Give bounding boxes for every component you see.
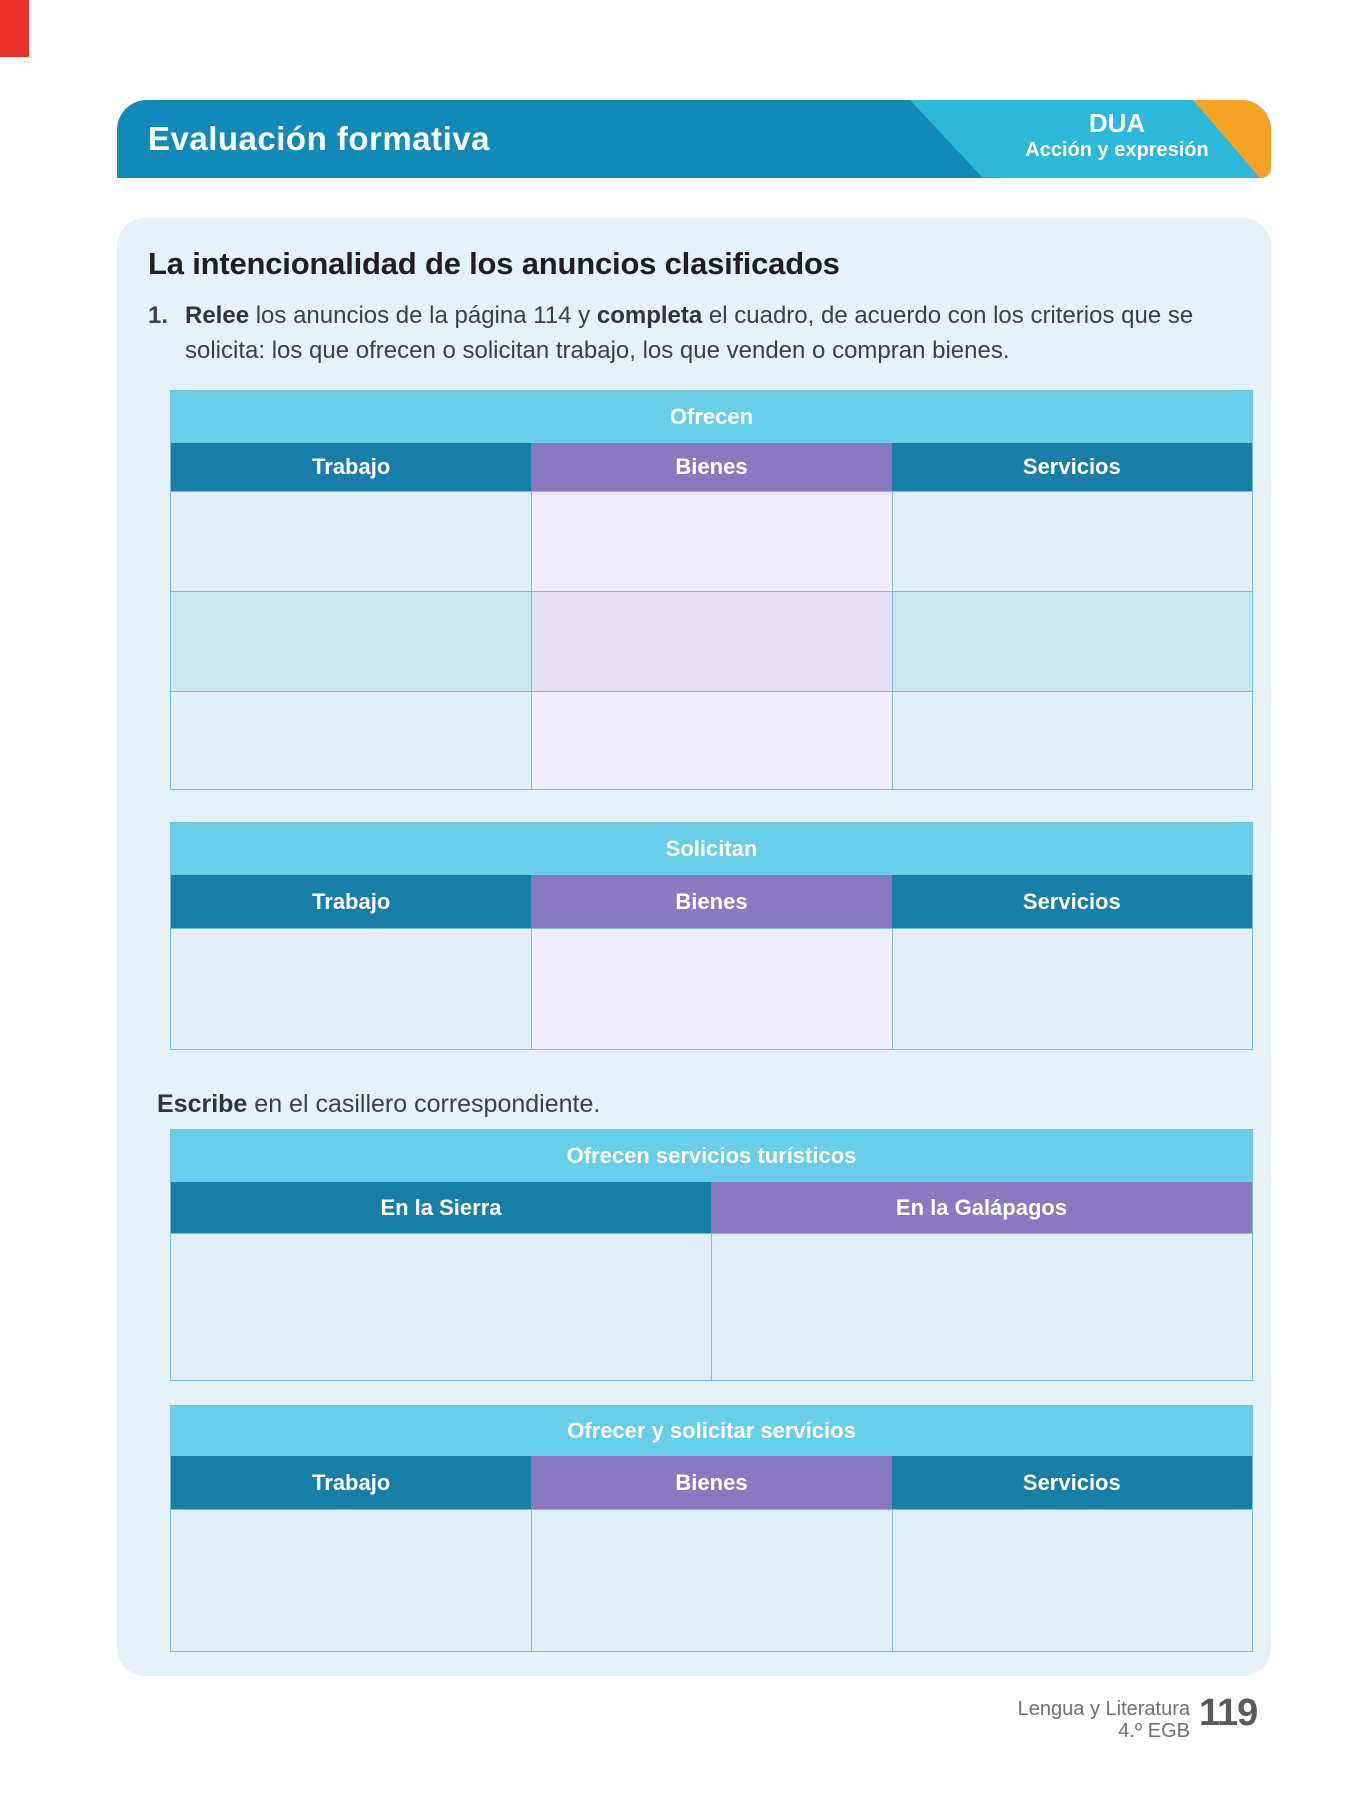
answer-cell [531,492,892,591]
column-header-trabajo: Trabajo [171,443,532,491]
page-number: 119 [1199,1692,1258,1734]
column-header-servicios: Servicios [891,1456,1252,1509]
table-row [171,691,1252,789]
answer-cell [891,592,1252,691]
column-header-trabajo: Trabajo [171,875,532,928]
column-header-galapagos: En la Galápagos [711,1182,1252,1233]
exercise-text: Relee los anuncios de la página 114 y co… [185,302,1194,364]
escribe-verb: Escribe [157,1090,248,1118]
content-card: La intencionalidad de los anuncios clasi… [117,218,1271,1676]
answer-cell [171,692,532,789]
footer-grade: 4.º EGB [1118,1720,1190,1742]
exercise-verb-completa: completa [596,302,703,329]
dua-badge-subtitle: Acción y expresión [1025,138,1209,161]
exercise-number: 1. [148,302,169,329]
answer-cell [891,929,1252,1049]
column-header-bienes: Bienes [531,1456,892,1509]
dua-badge: DUA Acción y expresión [997,108,1237,162]
answer-cell [891,692,1252,789]
answer-cell [171,492,532,591]
table-solicitan-title: Solicitan [171,823,1252,875]
table-ofrecer-solicitar-title: Ofrecer y solicitar servicios [171,1406,1252,1456]
section-banner: Evaluación formativa DUA Acción y expres… [117,100,1271,178]
table-ofrecen: Ofrecen Trabajo Bienes Servicios [170,390,1253,790]
table-ofrecer-solicitar: Ofrecer y solicitar servicios Trabajo Bi… [170,1405,1253,1652]
answer-cell [531,1510,892,1651]
answer-cell [891,492,1252,591]
answer-cell [171,1234,711,1380]
column-header-servicios: Servicios [891,443,1252,491]
column-header-sierra: En la Sierra [171,1182,711,1233]
table-row [171,1509,1252,1651]
column-header-bienes: Bienes [531,443,892,491]
lesson-title: La intencionalidad de los anuncios clasi… [148,246,840,281]
answer-cell [891,1510,1252,1651]
banner-title: Evaluación formativa [148,120,490,157]
answer-cell [531,929,892,1049]
table-servicios-turisticos: Ofrecen servicios turísticos En la Sierr… [170,1129,1253,1381]
escribe-instruction: Escribe en el casillero correspondiente. [157,1090,601,1118]
table-row [171,1233,1252,1380]
table-row [171,928,1252,1049]
column-header-trabajo: Trabajo [171,1456,532,1509]
answer-cell [171,929,532,1049]
table-solicitan: Solicitan Trabajo Bienes Servicios [170,822,1253,1050]
answer-cell [531,692,892,789]
answer-cell [711,1234,1252,1380]
footer-book-info: Lengua y Literatura 4.º EGB [1018,1698,1190,1742]
table-ofrecen-title: Ofrecen [171,391,1252,443]
answer-cell [171,1510,532,1651]
dua-badge-title: DUA [1088,108,1146,138]
answer-cell [531,592,892,691]
table-row [171,491,1252,591]
exercise-1-instruction: 1. Relee los anuncios de la página 114 y… [148,298,1243,368]
column-header-servicios: Servicios [891,875,1252,928]
table-servicios-turisticos-title: Ofrecen servicios turísticos [171,1130,1252,1182]
footer-series-name: Lengua y Literatura [1017,1698,1190,1720]
column-header-bienes: Bienes [531,875,892,928]
exercise-verb-relee: Relee [185,302,250,329]
page-corner-mark [0,0,29,57]
answer-cell [171,592,532,691]
table-row [171,591,1252,691]
